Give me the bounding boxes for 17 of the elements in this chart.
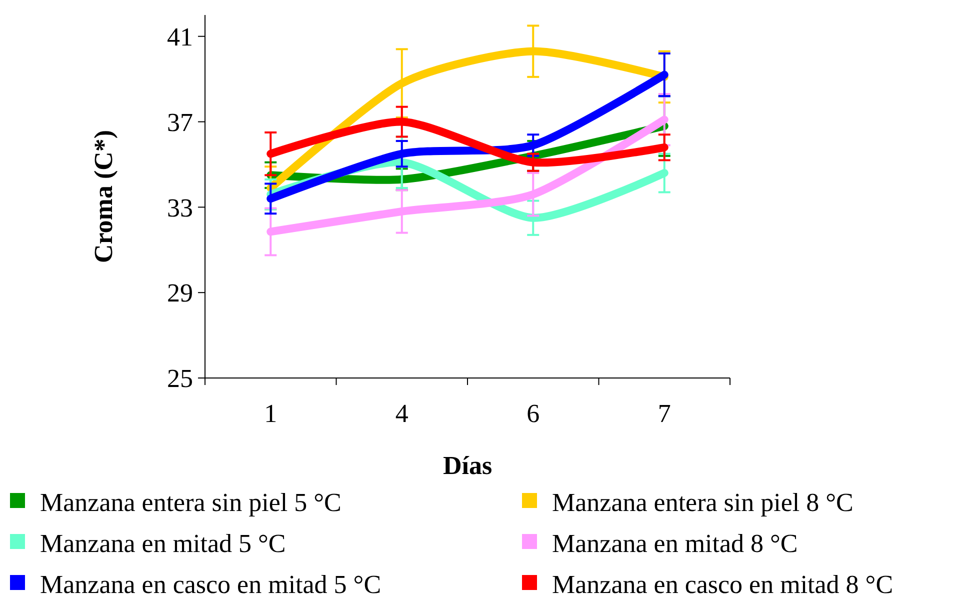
x-tick-label: 6 <box>526 399 540 428</box>
legend-label: Manzana en mitad 5 °C <box>40 529 286 558</box>
legend-label: Manzana entera sin piel 5 °C <box>40 488 342 518</box>
y-tick-label: 25 <box>167 364 193 394</box>
legend-label: Manzana entera sin piel 8 °C <box>552 488 854 518</box>
x-tick-label: 4 <box>395 399 408 428</box>
x-tick-label: 1 <box>264 399 278 428</box>
legend-label: Manzana en casco en mitad 8 °C <box>552 570 894 600</box>
y-axis-title: Croma (C*) <box>89 130 118 264</box>
y-tick-label: 37 <box>167 108 193 137</box>
legend-label: Manzana en mitad 8 °C <box>552 529 798 558</box>
legend-label: Manzana en casco en mitad 5 °C <box>40 570 382 600</box>
x-axis-title: Días <box>442 451 492 480</box>
x-tick-label: 7 <box>658 399 671 428</box>
y-tick-label: 29 <box>167 278 193 308</box>
y-tick-label: 33 <box>167 193 193 222</box>
y-tick-label: 41 <box>167 22 193 52</box>
